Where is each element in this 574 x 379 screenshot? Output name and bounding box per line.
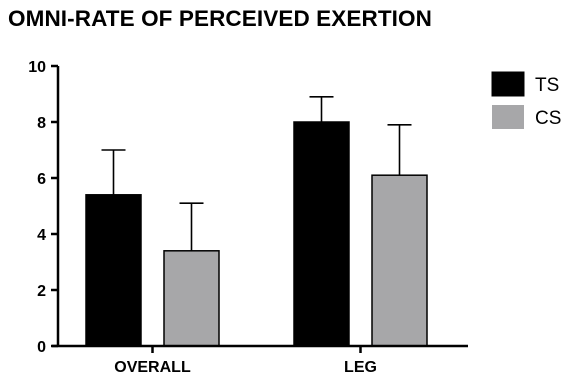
y-tick-label-2: 2 [37,283,46,300]
x-tick-label-leg: LEG [344,359,377,376]
bar-cs-leg [371,174,428,347]
y-tick-label-6: 6 [37,171,46,188]
y-tick-label-4: 4 [37,227,46,244]
y-tick-label-10: 10 [28,59,46,76]
legend-swatch-cs [492,105,524,129]
bar-ts-overall [85,194,142,347]
bar-ts-leg [293,121,350,347]
legend-label-cs: CS [535,108,561,129]
bars-group [85,121,428,347]
legend-label-ts: TS [535,75,559,96]
x-tick-label-overall: OVERALL [114,359,191,376]
axes-group: 0 2 4 6 8 10 OVERALL LEG [28,59,468,376]
y-tick-label-0: 0 [37,339,46,356]
bar-cs-overall [163,250,220,347]
legend-swatch-ts [491,71,525,97]
y-tick-label-8: 8 [37,115,46,132]
legend: TS CS [491,71,561,129]
chart-title: OMNI-RATE OF PERCEIVED EXERTION [8,6,432,31]
error-bars-group [101,96,412,251]
